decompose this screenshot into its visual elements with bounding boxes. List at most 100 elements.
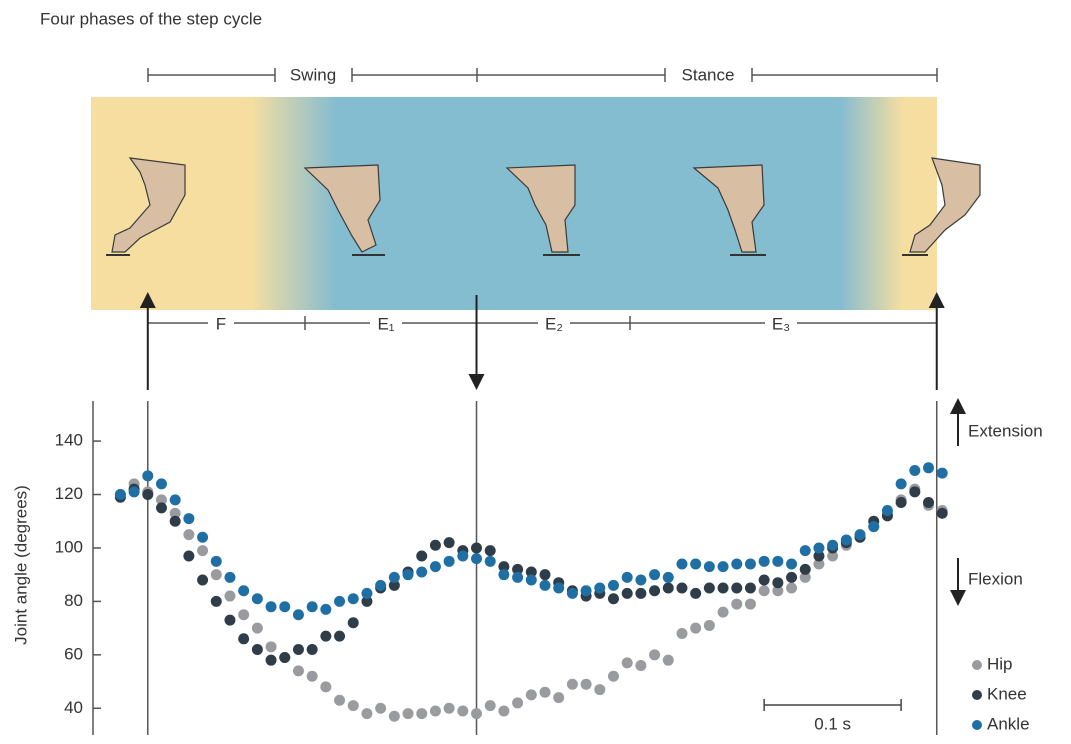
point: [170, 516, 181, 527]
point: [403, 569, 414, 580]
point: [156, 478, 167, 489]
annotation: Flexion: [968, 569, 1023, 588]
point: [430, 540, 441, 551]
phase-label: E₂: [545, 314, 563, 333]
legend-label: Knee: [987, 684, 1027, 703]
phase-band: [91, 97, 937, 310]
point: [937, 508, 948, 519]
point: [663, 583, 674, 594]
point: [526, 689, 537, 700]
scale-bar-label: 0.1 s: [814, 714, 851, 733]
point: [361, 588, 372, 599]
point: [115, 489, 126, 500]
point: [581, 679, 592, 690]
phase-label: E₃: [772, 314, 790, 333]
point: [622, 588, 633, 599]
point: [786, 558, 797, 569]
point: [827, 540, 838, 551]
point: [704, 620, 715, 631]
figure: Four phases of the step cycle Swing Stan…: [0, 0, 1071, 739]
point: [307, 601, 318, 612]
point: [348, 593, 359, 604]
y-tick-label: 40: [64, 698, 83, 717]
point: [608, 671, 619, 682]
point: [224, 572, 235, 583]
point: [704, 561, 715, 572]
point: [361, 708, 372, 719]
point: [293, 609, 304, 620]
point: [197, 545, 208, 556]
point: [622, 657, 633, 668]
point: [252, 593, 263, 604]
point: [690, 558, 701, 569]
point: [786, 583, 797, 594]
point: [718, 561, 729, 572]
title: Four phases of the step cycle: [40, 9, 262, 28]
point: [266, 601, 277, 612]
point: [841, 534, 852, 545]
point: [594, 684, 605, 695]
point: [293, 665, 304, 676]
point: [759, 585, 770, 596]
point: [142, 489, 153, 500]
point: [485, 700, 496, 711]
phase-label: F: [216, 314, 226, 333]
point: [334, 631, 345, 642]
point: [444, 703, 455, 714]
point: [745, 583, 756, 594]
point: [649, 585, 660, 596]
point: [663, 655, 674, 666]
lower-bracket: [148, 316, 937, 330]
point: [266, 641, 277, 652]
point: [252, 623, 263, 634]
point: [348, 617, 359, 628]
point: [307, 671, 318, 682]
upper-bracket: [148, 68, 937, 82]
point: [238, 609, 249, 620]
point: [389, 572, 400, 583]
point: [540, 580, 551, 591]
point: [211, 569, 222, 580]
point: [444, 537, 455, 548]
point: [855, 529, 866, 540]
point: [430, 705, 441, 716]
point: [471, 708, 482, 719]
point: [800, 545, 811, 556]
point: [553, 583, 564, 594]
point: [279, 652, 290, 663]
y-tick-label: 140: [55, 431, 83, 450]
point: [197, 532, 208, 543]
point: [540, 569, 551, 580]
point: [471, 553, 482, 564]
point: [882, 505, 893, 516]
point: [676, 558, 687, 569]
point: [772, 556, 783, 567]
point: [142, 470, 153, 481]
point: [170, 494, 181, 505]
point: [498, 569, 509, 580]
point: [444, 556, 455, 567]
point: [731, 558, 742, 569]
point: [129, 486, 140, 497]
point: [197, 575, 208, 586]
point: [485, 556, 496, 567]
point: [403, 708, 414, 719]
point: [320, 604, 331, 615]
point: [622, 572, 633, 583]
point: [690, 623, 701, 634]
point: [868, 521, 879, 532]
y-tick-label: 120: [55, 484, 83, 503]
point: [731, 583, 742, 594]
point: [649, 569, 660, 580]
legend-marker: [972, 690, 982, 700]
point: [526, 575, 537, 586]
point: [923, 497, 934, 508]
point: [594, 583, 605, 594]
point: [224, 615, 235, 626]
point: [581, 585, 592, 596]
point: [813, 542, 824, 553]
point: [498, 705, 509, 716]
point: [635, 575, 646, 586]
point: [416, 567, 427, 578]
point: [430, 561, 441, 572]
